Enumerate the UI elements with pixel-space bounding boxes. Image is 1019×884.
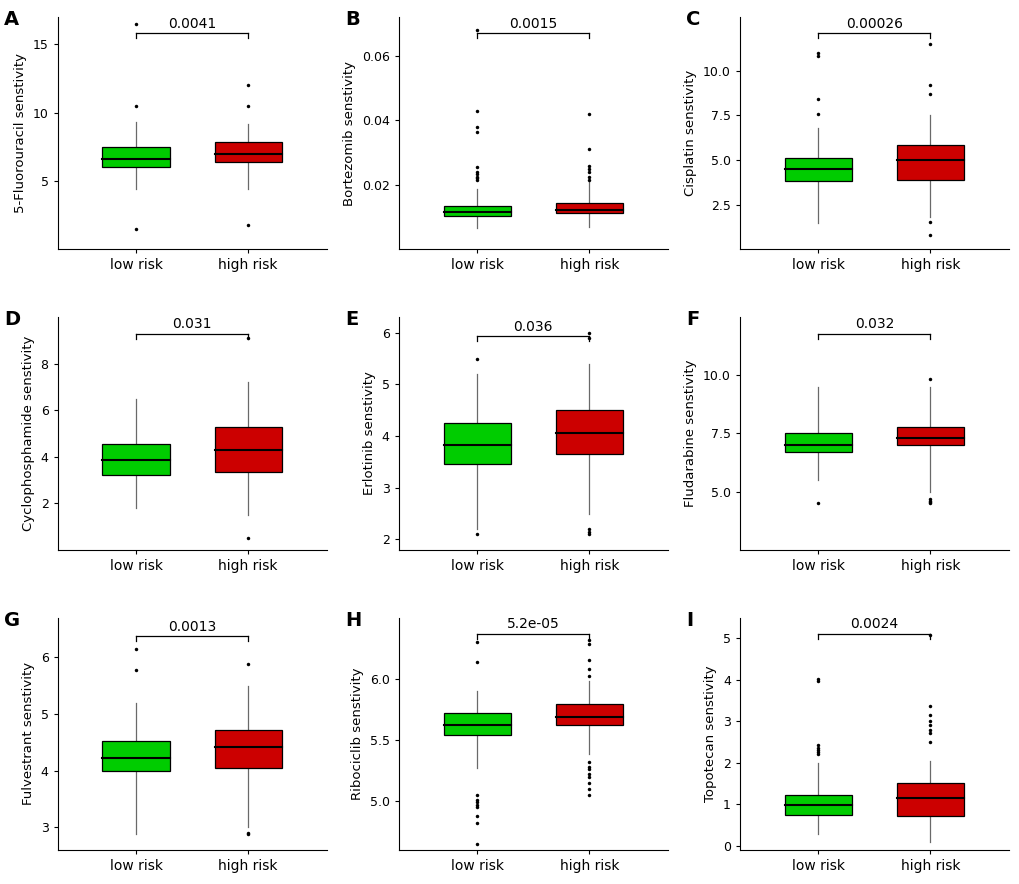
- Bar: [555, 203, 623, 213]
- Bar: [784, 433, 851, 452]
- Text: A: A: [4, 10, 19, 29]
- Bar: [555, 410, 623, 454]
- Bar: [102, 147, 169, 167]
- Bar: [443, 713, 511, 735]
- Y-axis label: Cyclophosphamide senstivity: Cyclophosphamide senstivity: [22, 336, 35, 531]
- Y-axis label: Bortezomib senstivity: Bortezomib senstivity: [343, 61, 356, 206]
- Text: 5.2e-05: 5.2e-05: [506, 618, 559, 631]
- Bar: [443, 423, 511, 464]
- Text: F: F: [686, 310, 699, 330]
- Bar: [555, 705, 623, 725]
- Text: B: B: [344, 10, 360, 29]
- Bar: [784, 795, 851, 814]
- Text: C: C: [686, 10, 700, 29]
- Text: 0.0013: 0.0013: [168, 620, 216, 634]
- Bar: [214, 426, 281, 472]
- Y-axis label: Topotecan senstivity: Topotecan senstivity: [703, 666, 716, 802]
- Y-axis label: Erlotinib senstivity: Erlotinib senstivity: [363, 371, 376, 495]
- Bar: [214, 730, 281, 767]
- Text: 0.0024: 0.0024: [850, 618, 898, 631]
- Text: 0.0041: 0.0041: [168, 17, 216, 31]
- Text: D: D: [4, 310, 20, 330]
- Bar: [896, 426, 963, 446]
- Bar: [102, 444, 169, 476]
- Y-axis label: 5-Fluorouracil senstivity: 5-Fluorouracil senstivity: [14, 53, 28, 213]
- Bar: [443, 206, 511, 216]
- Text: 0.032: 0.032: [854, 317, 894, 332]
- Y-axis label: Fludarabine senstivity: Fludarabine senstivity: [684, 360, 697, 507]
- Text: 0.0015: 0.0015: [508, 17, 556, 31]
- Text: G: G: [4, 611, 20, 629]
- Bar: [784, 158, 851, 180]
- Bar: [102, 741, 169, 771]
- Text: 0.00026: 0.00026: [845, 17, 902, 31]
- Text: H: H: [344, 611, 361, 629]
- Y-axis label: Fulvestrant senstivity: Fulvestrant senstivity: [22, 662, 35, 805]
- Bar: [214, 142, 281, 162]
- Text: 0.036: 0.036: [513, 320, 552, 333]
- Y-axis label: Cisplatin senstivity: Cisplatin senstivity: [684, 70, 697, 196]
- Text: I: I: [686, 611, 693, 629]
- Y-axis label: Ribociclib senstivity: Ribociclib senstivity: [351, 667, 364, 800]
- Bar: [896, 783, 963, 816]
- Text: E: E: [344, 310, 358, 330]
- Bar: [896, 145, 963, 179]
- Text: 0.031: 0.031: [172, 317, 212, 332]
